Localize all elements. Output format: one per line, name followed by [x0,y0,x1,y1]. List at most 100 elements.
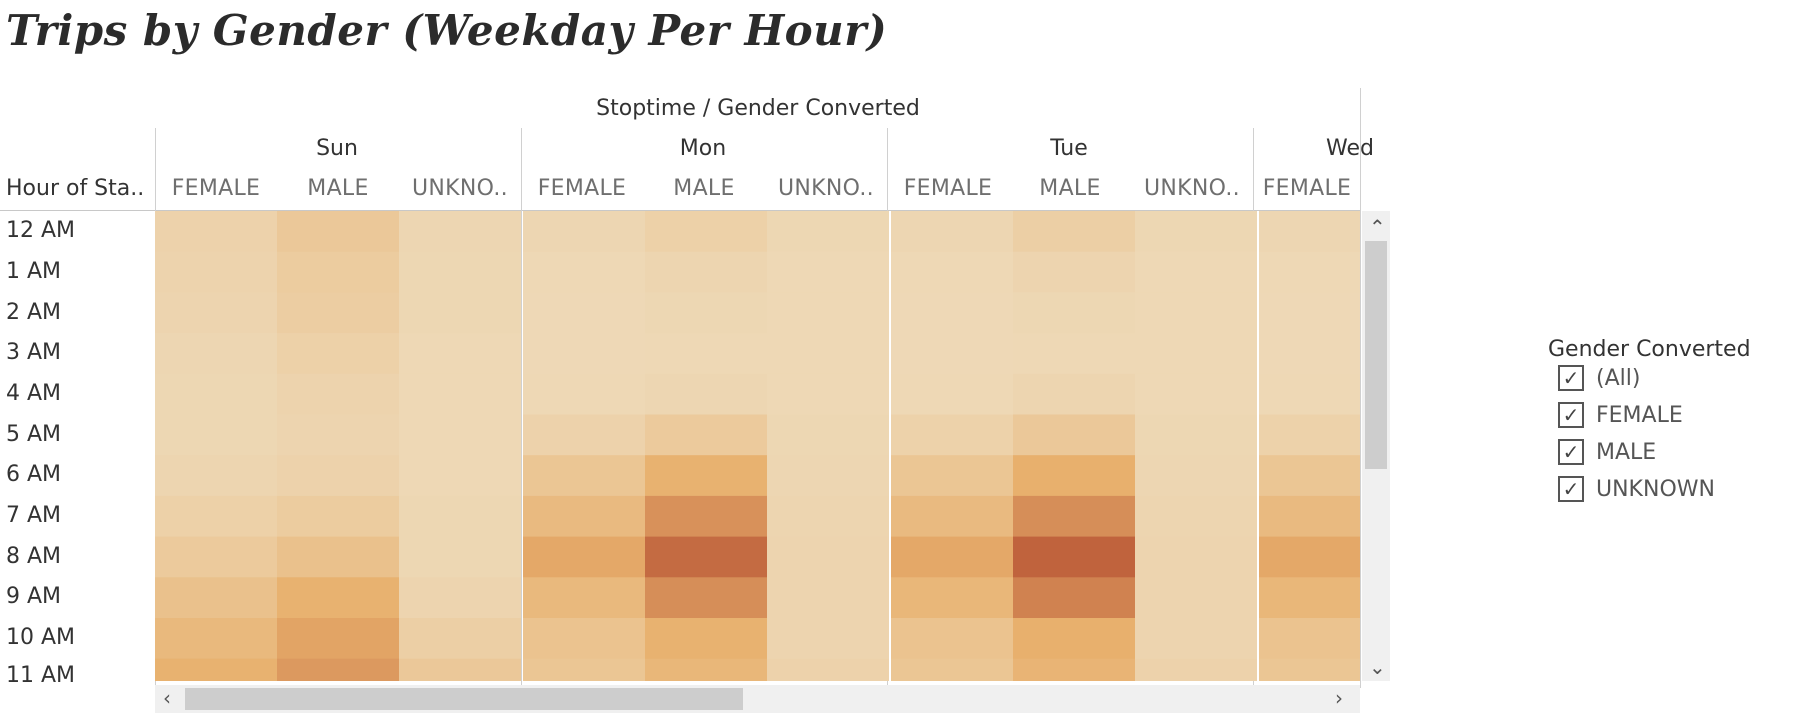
heatmap-cell[interactable] [891,373,1013,415]
heatmap-cell[interactable] [277,495,399,538]
heatmap-cell[interactable] [399,536,521,578]
heatmap-cell[interactable] [399,618,521,660]
heatmap-cell[interactable] [399,495,521,538]
heatmap-cell[interactable] [399,292,521,334]
heatmap-cell[interactable] [399,455,521,497]
heatmap-cell[interactable] [399,577,521,619]
heatmap-cell[interactable] [1135,495,1257,538]
heatmap-cell[interactable] [767,658,889,681]
heatmap-cell[interactable] [1013,536,1135,578]
heatmap-cell[interactable] [155,333,277,375]
heatmap-cell[interactable] [1135,251,1257,293]
heatmap-cell[interactable] [155,414,277,456]
heatmap-cell[interactable] [767,333,889,375]
horizontal-scroll-thumb[interactable] [185,688,743,710]
heatmap-cell[interactable] [399,333,521,375]
checkbox-checked-icon[interactable]: ✓ [1558,439,1584,465]
heatmap-cell[interactable] [523,577,645,619]
heatmap-cell[interactable] [155,292,277,334]
heatmap-cell[interactable] [1259,373,1360,415]
heatmap-cell[interactable] [277,292,399,334]
heatmap-cell[interactable] [523,333,645,375]
heatmap-cell[interactable] [767,577,889,619]
heatmap-cell[interactable] [1013,251,1135,293]
heatmap-cell[interactable] [1259,333,1360,375]
heatmap-cell[interactable] [891,414,1013,456]
heatmap-cell[interactable] [399,414,521,456]
heatmap-cell[interactable] [645,373,767,415]
heatmap-cell[interactable] [523,292,645,334]
vertical-scrollbar[interactable]: ⌃ ⌄ [1362,211,1390,681]
heatmap-cell[interactable] [523,618,645,660]
heatmap-cell[interactable] [155,495,277,538]
heatmap-cell[interactable] [1135,536,1257,578]
heatmap-cell[interactable] [155,536,277,578]
heatmap-cell[interactable] [523,536,645,578]
heatmap-cell[interactable] [1135,455,1257,497]
heatmap-cell[interactable] [645,455,767,497]
vertical-scroll-thumb[interactable] [1365,241,1387,469]
heatmap-cell[interactable] [645,251,767,293]
heatmap-cell[interactable] [1013,495,1135,538]
heatmap-cell[interactable] [1135,618,1257,660]
heatmap-cell[interactable] [1135,577,1257,619]
filter-option-female[interactable]: ✓ FEMALE [1558,400,1683,430]
heatmap-cell[interactable] [277,373,399,415]
filter-option-all[interactable]: ✓ (All) [1558,363,1640,393]
heatmap-cell[interactable] [645,658,767,681]
heatmap-cell[interactable] [645,211,767,253]
heatmap-cell[interactable] [277,251,399,293]
heatmap-cell[interactable] [523,455,645,497]
heatmap-cell[interactable] [891,211,1013,253]
heatmap-cell[interactable] [891,577,1013,619]
heatmap-cell[interactable] [277,536,399,578]
heatmap-cell[interactable] [645,577,767,619]
heatmap-cell[interactable] [1013,373,1135,415]
heatmap-cell[interactable] [891,618,1013,660]
heatmap-cell[interactable] [155,251,277,293]
heatmap-cell[interactable] [1135,292,1257,334]
heatmap-cell[interactable] [1259,455,1360,497]
heatmap-cell[interactable] [1259,414,1360,456]
heatmap-cell[interactable] [645,414,767,456]
heatmap-cell[interactable] [891,251,1013,293]
heatmap-cell[interactable] [1259,618,1360,660]
heatmap-cell[interactable] [1259,495,1360,538]
heatmap-cell[interactable] [767,292,889,334]
heatmap-cell[interactable] [523,414,645,456]
checkbox-checked-icon[interactable]: ✓ [1558,402,1584,428]
heatmap-cell[interactable] [767,618,889,660]
filter-option-unknown[interactable]: ✓ UNKNOWN [1558,474,1715,504]
heatmap-cell[interactable] [277,211,399,253]
heatmap-cell[interactable] [523,211,645,253]
heatmap-cell[interactable] [1013,577,1135,619]
heatmap-cell[interactable] [399,211,521,253]
scroll-right-icon[interactable]: › [1335,686,1343,710]
heatmap-cell[interactable] [399,373,521,415]
heatmap-cell[interactable] [1013,658,1135,681]
heatmap-cell[interactable] [523,495,645,538]
filter-option-male[interactable]: ✓ MALE [1558,437,1656,467]
heatmap-cell[interactable] [891,333,1013,375]
heatmap-cell[interactable] [1135,373,1257,415]
heatmap-cell[interactable] [1013,618,1135,660]
heatmap-cell[interactable] [1259,658,1360,681]
heatmap-cell[interactable] [1259,211,1360,253]
heatmap-cell[interactable] [277,577,399,619]
heatmap-cell[interactable] [1013,414,1135,456]
checkbox-checked-icon[interactable]: ✓ [1558,476,1584,502]
heatmap-cell[interactable] [1259,251,1360,293]
heatmap-cell[interactable] [645,536,767,578]
scroll-down-icon[interactable]: ⌄ [1369,655,1386,679]
heatmap-cell[interactable] [155,455,277,497]
heatmap-cell[interactable] [1259,536,1360,578]
heatmap-cell[interactable] [523,658,645,681]
heatmap-cell[interactable] [277,455,399,497]
heatmap-cell[interactable] [767,536,889,578]
heatmap-cell[interactable] [1135,658,1257,681]
heatmap-cell[interactable] [645,333,767,375]
heatmap-cell[interactable] [277,618,399,660]
heatmap-cell[interactable] [891,495,1013,538]
checkbox-checked-icon[interactable]: ✓ [1558,365,1584,391]
heatmap-cell[interactable] [1259,292,1360,334]
